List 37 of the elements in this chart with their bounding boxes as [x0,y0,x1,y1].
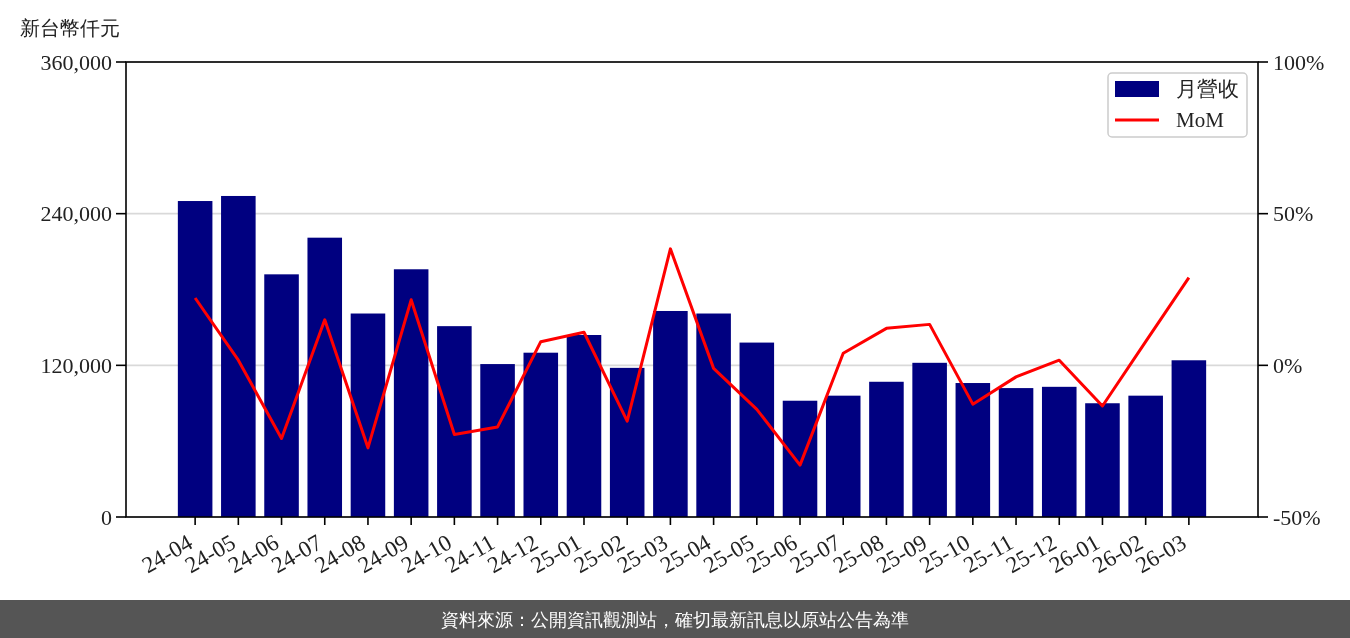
bar [566,335,602,517]
bar [264,274,299,517]
legend-label: 月營收 [1176,77,1239,101]
bar [739,342,775,517]
bar [609,367,645,517]
y-tick-label: 360,000 [40,49,112,75]
bar [221,195,256,517]
bar [653,310,688,517]
bar [998,388,1034,517]
y-tick-label: 240,000 [40,201,112,227]
source-note: 資料來源：公開資訊觀測站，確切最新訊息以原站公告為準 [441,608,909,630]
bar [523,352,559,517]
bar [1128,395,1163,517]
bar [869,381,904,517]
bar [955,383,991,517]
y2-tick-label: -50% [1273,504,1321,530]
bar [825,395,861,517]
bar [782,400,818,517]
bar [393,269,429,517]
bar [1041,386,1077,517]
bar [350,313,386,517]
y-tick-label: 0 [101,504,112,530]
bar [437,326,472,517]
footer: 資料來源：公開資訊觀測站，確切最新訊息以原站公告為準 [0,600,1350,638]
bar [480,364,515,517]
bar [912,362,947,517]
bar [1171,360,1207,517]
y2-tick-label: 50% [1273,201,1314,227]
legend-label: MoM [1176,108,1225,132]
y-tick-label: 120,000 [40,352,112,378]
y-axis-title: 新台幣仟元 [20,17,120,39]
bar [696,313,731,517]
bar [177,201,213,517]
y2-tick-label: 100% [1273,49,1325,75]
bar [307,237,343,517]
y2-tick-label: 0% [1273,352,1303,378]
bar [1085,403,1120,517]
